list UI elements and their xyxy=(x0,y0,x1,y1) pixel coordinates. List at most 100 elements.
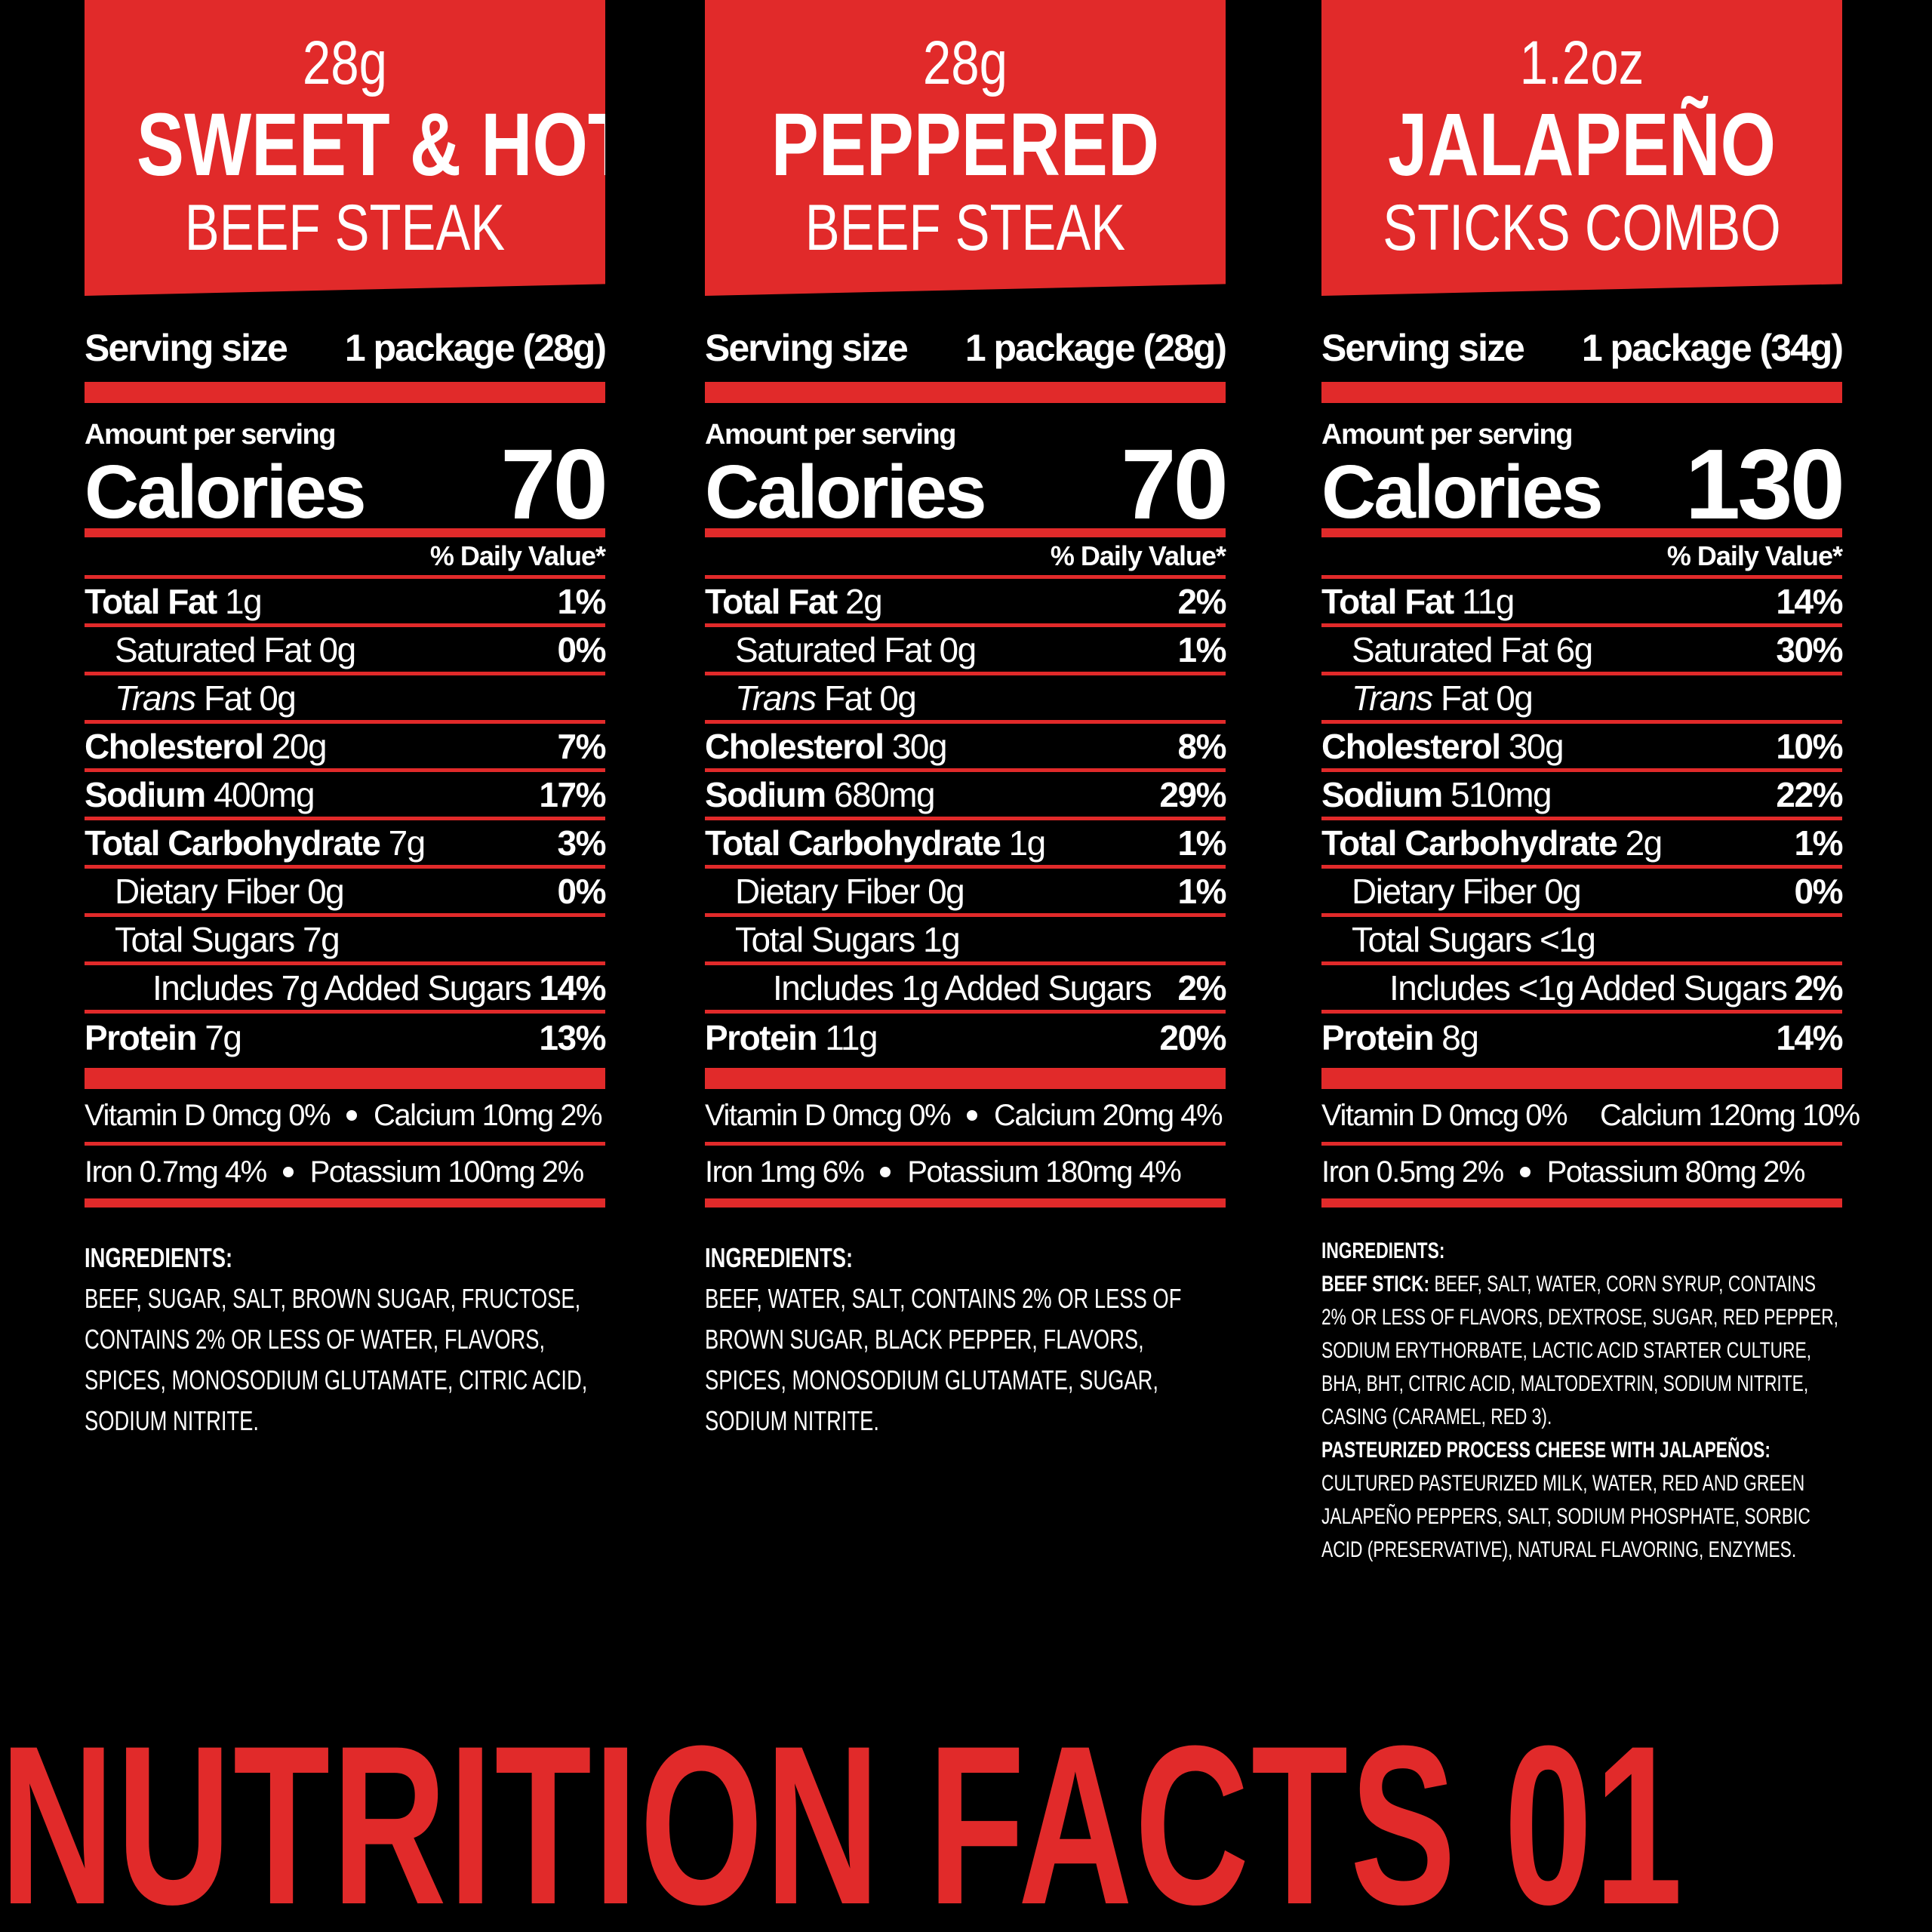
divider-thick xyxy=(705,382,1226,403)
vitamins-row-1: Vitamin D 0mcg 0% Calcium 120mg 10% xyxy=(1321,1089,1860,1142)
nutrient-pct: 2% xyxy=(1794,968,1844,1008)
nutrient-amount: 0g xyxy=(318,629,357,669)
vitamin-d: Vitamin D 0mcg 0% xyxy=(705,1098,952,1132)
nutrient-label: Sodium xyxy=(705,774,826,814)
divider-medium xyxy=(705,528,1226,537)
nutrient-label: Cholesterol xyxy=(705,726,884,766)
nutrient-row-added-sugars: Includes 7g Added Sugars 14% xyxy=(85,965,606,1014)
nutrient-pct: 20% xyxy=(1159,1018,1226,1057)
nutrient-row-protein: Protein 8g 14% xyxy=(1321,1014,1843,1062)
nutrient-pct: 8% xyxy=(1177,726,1227,766)
nutrient-pct: 14% xyxy=(1776,1018,1843,1057)
serving-size-value: 1 package (28g) xyxy=(344,327,607,369)
potassium: Potassium 180mg 4% xyxy=(907,1155,1182,1189)
footer-title: NUTRITION FACTS 01 xyxy=(0,1712,1932,1932)
product-size: 28g xyxy=(302,29,388,97)
nutrient-amount: 7g xyxy=(388,823,426,863)
divider-thick xyxy=(85,382,605,403)
nutrient-row-total-sugars: Total Sugars 1g xyxy=(705,917,1226,965)
nutrient-pct: 30% xyxy=(1776,629,1843,669)
amount-per-serving: Amount per serving xyxy=(85,419,336,451)
nutrient-row-total-carbohydrate: Total Carbohydrate 1g 1% xyxy=(705,820,1227,869)
product-subtitle: STICKS COMBO xyxy=(1383,192,1781,264)
nutrient-amount: 7g xyxy=(302,919,340,959)
calories-value: 70 xyxy=(1121,429,1229,540)
daily-value-header: % Daily Value* xyxy=(1050,540,1226,571)
nutrient-row-cholesterol: Cholesterol 30g 10% xyxy=(1321,724,1843,772)
nutrient-label: Protein xyxy=(1321,1018,1434,1057)
nutrient-amount: 11g xyxy=(825,1018,878,1057)
vitamin-d: Vitamin D 0mcg 0% xyxy=(1321,1098,1568,1132)
nutrient-row-sodium: Sodium 510mg 22% xyxy=(1321,772,1843,820)
nutrient-row-saturated-fat: Saturated Fat 6g 30% xyxy=(1321,627,1843,675)
nutrient-pct: 22% xyxy=(1776,774,1843,814)
potassium: Potassium 80mg 2% xyxy=(1546,1155,1806,1189)
nutrient-amount: 510mg xyxy=(1450,774,1552,814)
vitamins-row-1: Vitamin D 0mcg 0% Calcium 20mg 4% xyxy=(705,1089,1226,1142)
divider-thick xyxy=(1321,382,1842,403)
calories-value: 130 xyxy=(1684,429,1845,540)
nutrient-row-total-fat: Total Fat 11g 14% xyxy=(1321,579,1843,627)
serving-size-row: Serving size 1 package (28g) xyxy=(85,323,607,373)
product-banner: 1.2oz JALAPEÑO STICKS COMBO xyxy=(1321,0,1842,296)
divider xyxy=(705,575,1226,579)
nutrient-label: Dietary Fiber xyxy=(1352,871,1537,911)
divider-medium xyxy=(1321,528,1842,537)
nutrient-amount: 20g xyxy=(271,726,328,766)
nutrient-label: Total Fat xyxy=(1321,581,1454,621)
nutrient-pct: 1% xyxy=(1177,629,1227,669)
product-subtitle: BEEF STEAK xyxy=(184,192,506,264)
divider xyxy=(85,1142,605,1146)
nutrient-label: Saturated Fat xyxy=(1352,629,1549,669)
nutrient-row-total-sugars: Total Sugars <1g xyxy=(1321,917,1842,965)
product-banner: 28g SWEET & HOT BEEF STEAK xyxy=(85,0,605,296)
calories-row: Calories 130 xyxy=(1321,435,1845,534)
vitamins-row-2: Iron 0.7mg 4% Potassium 100mg 2% xyxy=(85,1146,605,1198)
nutrient-amount: Fat 0g xyxy=(823,678,917,718)
calories-value: 70 xyxy=(500,429,608,540)
nutrient-label: Protein xyxy=(705,1018,817,1057)
nutrient-label: Total Carbohydrate xyxy=(85,823,381,863)
nutrient-pct: 29% xyxy=(1159,774,1226,814)
ingredients-block: INGREDIENTS: BEEF STICK: BEEF, SALT, WAT… xyxy=(1321,1235,1842,1567)
divider xyxy=(1321,575,1842,579)
nutrient-label: Dietary Fiber xyxy=(115,871,300,911)
product-size: 1.2oz xyxy=(1519,29,1644,97)
nutrient-row-trans-fat: Trans Fat 0g xyxy=(1321,675,1842,724)
divider xyxy=(705,1142,1226,1146)
nutrient-amount: 1g xyxy=(1008,823,1047,863)
nutrient-amount: 30g xyxy=(1508,726,1564,766)
nutrient-amount: 7g xyxy=(205,1018,242,1057)
nutrient-label: Includes 7g Added Sugars xyxy=(152,968,532,1008)
bullet-icon xyxy=(346,1110,358,1121)
vitamin-d: Vitamin D 0mcg 0% xyxy=(85,1098,331,1132)
nutrient-pct: 1% xyxy=(1794,823,1844,863)
nutrient-row-trans-fat: Trans Fat 0g xyxy=(705,675,1226,724)
nutrient-row-total-carbohydrate: Total Carbohydrate 2g 1% xyxy=(1321,820,1844,869)
product-banner: 28g PEPPERED BEEF STEAK xyxy=(705,0,1226,296)
nutrient-amount: 0g xyxy=(928,871,965,911)
calcium: Calcium 20mg 4% xyxy=(994,1098,1223,1132)
calcium: Calcium 120mg 10% xyxy=(1600,1098,1860,1132)
nutrient-pct: 1% xyxy=(1177,823,1227,863)
nutrient-label: Total Sugars xyxy=(735,919,915,959)
product-subtitle: BEEF STEAK xyxy=(804,192,1126,264)
nutrient-pct: 3% xyxy=(557,823,607,863)
nutrient-row-saturated-fat: Saturated Fat 0g 0% xyxy=(85,627,607,675)
nutrient-row-protein: Protein 7g 13% xyxy=(85,1014,606,1062)
nutrient-label: Protein xyxy=(85,1018,197,1057)
divider-medium xyxy=(85,1198,605,1208)
nutrient-pct: 13% xyxy=(539,1018,606,1057)
nutrition-panel-peppered: 28g PEPPERED BEEF STEAK Serving size 1 p… xyxy=(705,0,1229,1441)
nutrient-amount: 8g xyxy=(1441,1018,1479,1057)
vitamins-row-1: Vitamin D 0mcg 0% Calcium 10mg 2% xyxy=(85,1089,605,1142)
divider-thick xyxy=(705,1068,1226,1089)
bullet-icon xyxy=(880,1167,891,1177)
nutrient-amount: 30g xyxy=(891,726,948,766)
nutrient-pct: 14% xyxy=(1776,581,1843,621)
calories-label: Calories xyxy=(1321,450,1604,534)
potassium: Potassium 100mg 2% xyxy=(309,1155,585,1189)
ingredients-block: INGREDIENTS: BEEF, SUGAR, SALT, BROWN SU… xyxy=(85,1238,605,1441)
nutrient-row-total-fat: Total Fat 1g 1% xyxy=(85,579,607,627)
iron: Iron 1mg 6% xyxy=(705,1155,865,1189)
